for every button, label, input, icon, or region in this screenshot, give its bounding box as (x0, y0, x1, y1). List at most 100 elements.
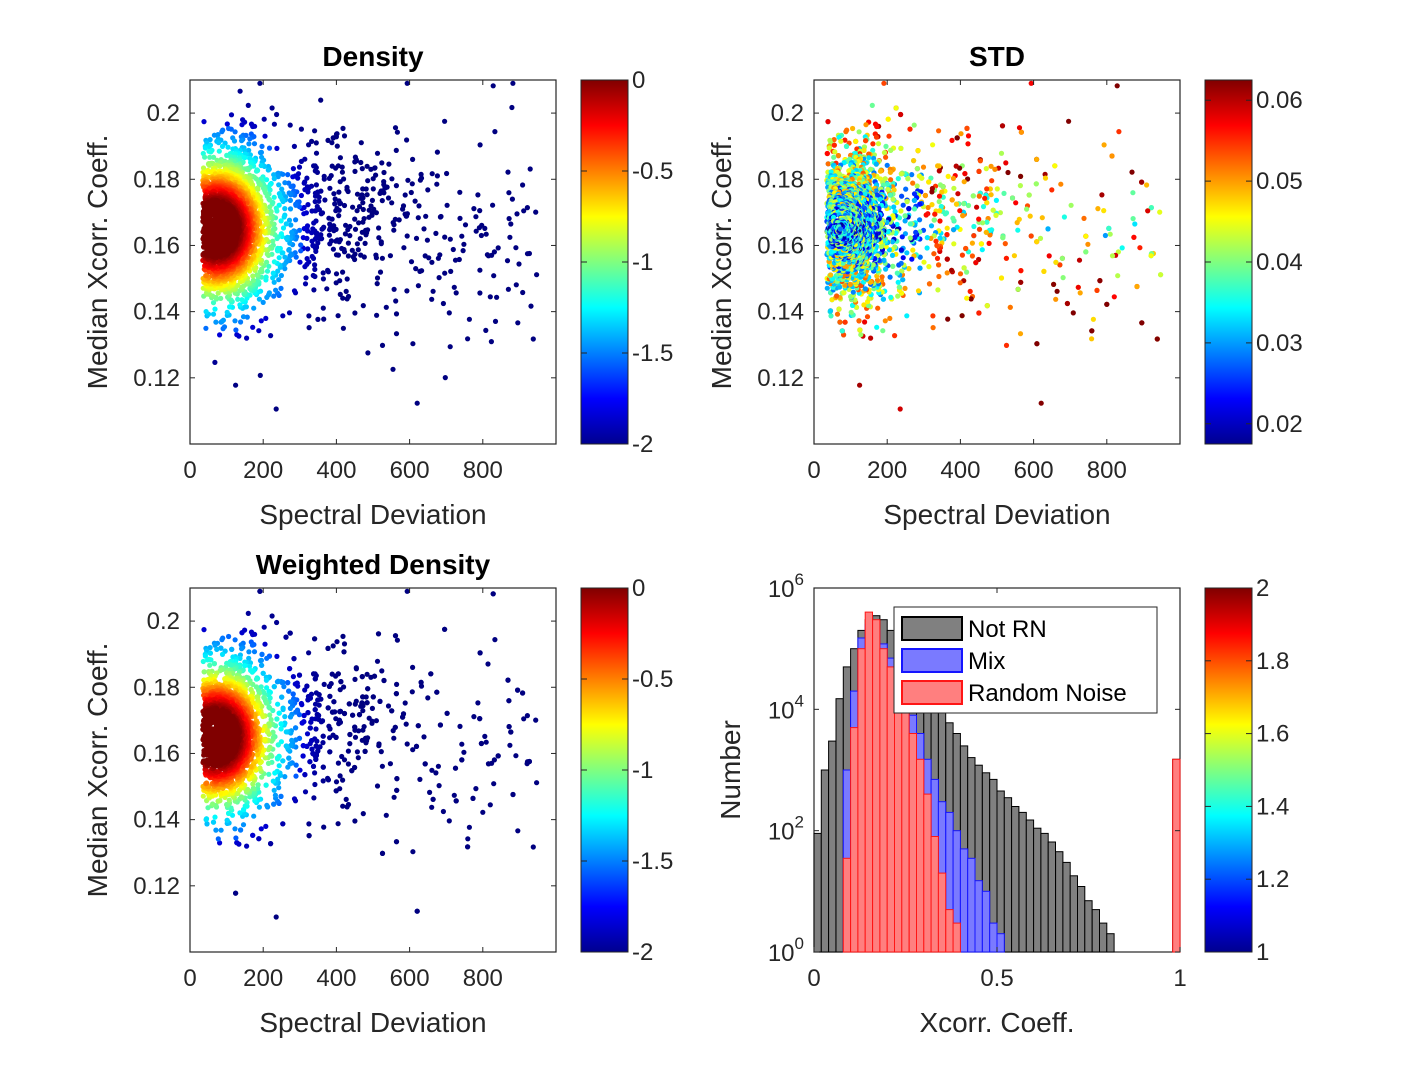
scatter-point (434, 149, 440, 155)
scatter-point (312, 266, 318, 272)
scatter-point (333, 271, 340, 277)
scatter-point (212, 306, 218, 312)
scatter-point (971, 223, 977, 230)
scatter-point (957, 280, 963, 286)
scatter-point (278, 272, 284, 279)
scatter-point (287, 197, 293, 203)
scatter-point (410, 156, 416, 162)
scatter-point (373, 210, 379, 216)
scatter-point (306, 313, 312, 319)
scatter-point (1075, 284, 1081, 290)
scatter-point (268, 333, 274, 339)
scatter-point (465, 336, 471, 342)
scatter-point (422, 253, 428, 259)
scatter-point (239, 138, 245, 144)
scatter-point (325, 137, 331, 143)
scatter-point (203, 325, 209, 331)
scatter-point (1051, 281, 1057, 287)
scatter-point (880, 328, 886, 334)
scatter-point (350, 254, 356, 260)
scatter-point (466, 316, 472, 322)
scatter-point (961, 265, 967, 271)
scatter-point (290, 166, 296, 172)
scatter-point (907, 235, 913, 241)
scatter-point (888, 294, 894, 300)
scatter-point (524, 251, 531, 257)
scatter-point (276, 255, 282, 261)
scatter-point (900, 202, 906, 208)
scatter-point (923, 212, 929, 218)
scatter-point (296, 164, 303, 170)
scatter-point (300, 235, 306, 241)
scatter-point (533, 209, 539, 215)
scatter-point (1107, 231, 1113, 237)
scatter-point (206, 162, 212, 168)
scatter-point (401, 245, 407, 251)
scatter-point (869, 102, 875, 108)
scatter-point (926, 281, 933, 287)
scatter-point (524, 205, 531, 211)
scatter-point (364, 163, 370, 169)
scatter-point (321, 316, 327, 322)
scatter-point (934, 242, 940, 249)
scatter-point (276, 182, 282, 188)
scatter-point (994, 186, 1000, 192)
scatter-point (358, 140, 364, 146)
scatter-point (490, 202, 496, 208)
scatter-point (958, 131, 964, 137)
scatter-point (232, 129, 238, 135)
scatter-point (374, 312, 380, 318)
scatter-point (959, 252, 966, 258)
scatter-point (360, 206, 366, 213)
scatter-point (969, 240, 976, 246)
scatter-point (452, 257, 459, 263)
scatter-point (287, 206, 294, 212)
scatter-point (951, 185, 957, 191)
scatter-point (971, 233, 977, 239)
scatter-point (1041, 268, 1047, 274)
scatter-point (325, 267, 331, 273)
scatter-point (437, 214, 443, 220)
scatter-point (889, 252, 896, 258)
scatter-point (393, 331, 400, 337)
scatter-point (254, 272, 260, 278)
scatter-point (260, 299, 266, 305)
scatter-point (423, 213, 429, 219)
scatter-point (280, 313, 286, 319)
scatter-point (1061, 214, 1067, 220)
scatter-point (337, 155, 343, 161)
scatter-point (364, 192, 370, 198)
scatter-point (440, 300, 446, 307)
scatter-point (936, 193, 943, 199)
scatter-point (377, 269, 384, 275)
scatter-point (831, 154, 837, 160)
scatter-point (244, 335, 250, 341)
scatter-point (208, 149, 214, 155)
scatter-point (1101, 208, 1107, 214)
scatter-point (404, 288, 410, 294)
scatter-point (389, 176, 395, 182)
scatter-point (215, 290, 221, 296)
scatter-point (352, 168, 358, 174)
scatter-point (430, 288, 436, 294)
scatter-point (1053, 259, 1059, 265)
scatter-point (1027, 213, 1033, 219)
scatter-point (265, 167, 271, 173)
scatter-point (341, 202, 348, 209)
scatter-point (1018, 129, 1024, 135)
scatter-point (1039, 215, 1045, 221)
scatter-point (1059, 255, 1065, 261)
scatter-point (931, 217, 937, 223)
scatter-point (383, 304, 389, 310)
scatter-point (327, 221, 333, 227)
scatter-point (1000, 235, 1006, 241)
scatter-point (332, 196, 338, 202)
scatter-point (477, 142, 483, 148)
scatter-point (509, 104, 515, 111)
scatter-point (926, 179, 932, 185)
scatter-point (873, 134, 880, 140)
scatter-point (521, 208, 527, 214)
scatter-point (473, 228, 479, 234)
scatter-point (893, 105, 899, 111)
